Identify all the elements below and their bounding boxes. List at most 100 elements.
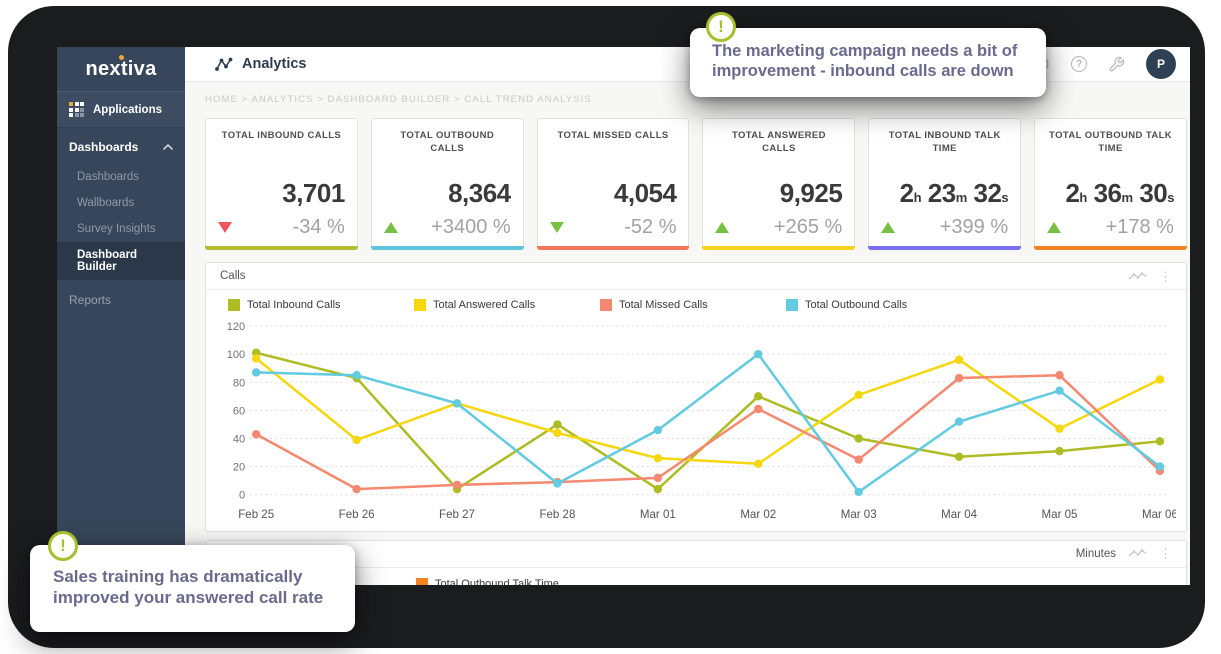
kpi-card: TOTAL OUTBOUND CALLS 8,364 +3400 %	[370, 118, 524, 250]
sidebar-item-reports[interactable]: Reports	[69, 293, 112, 307]
svg-text:Feb 26: Feb 26	[339, 509, 375, 521]
dashboard-content: HOME > ANALYTICS > DASHBOARD BUILDER > C…	[185, 82, 1190, 585]
sidebar-item-survey-insights[interactable]: Survey Insights	[57, 216, 185, 242]
sidebar-item-applications[interactable]: Applications	[57, 91, 185, 128]
exclamation-icon: !	[706, 12, 736, 42]
applications-label: Applications	[93, 103, 163, 116]
minutes-legend: Total Outbound Talk Time	[206, 568, 1186, 585]
kpi-accent-bar	[702, 246, 856, 250]
legend-label: Total Missed Calls	[619, 299, 708, 311]
svg-text:80: 80	[233, 377, 245, 389]
panel-menu-icon[interactable]: ⋮	[1159, 268, 1172, 284]
applications-grid-icon	[69, 102, 84, 117]
kpi-delta: +265 %	[773, 216, 843, 238]
svg-text:Mar 06: Mar 06	[1142, 509, 1176, 521]
callout-sales-training: ! Sales training has dramatically improv…	[30, 531, 355, 633]
user-avatar[interactable]: P	[1146, 49, 1176, 79]
page-title-text: Analytics	[242, 56, 307, 72]
main-area: Analytics ?	[185, 47, 1190, 585]
legend-item[interactable]: Total Inbound Calls	[228, 299, 414, 311]
kpi-title: TOTAL MISSED CALLS	[557, 130, 669, 141]
svg-text:Mar 05: Mar 05	[1042, 509, 1078, 521]
kpi-delta: -52 %	[624, 216, 677, 238]
trend-arrow-icon	[1047, 222, 1062, 233]
kpi-accent-bar	[205, 246, 358, 250]
legend-swatch-icon	[600, 299, 612, 311]
sidebar-item-dashboards[interactable]: Dashboards	[57, 164, 185, 190]
legend-item[interactable]: Total Outbound Talk Time	[416, 577, 559, 585]
calls-panel: Calls ⋮ Total Inbound Calls Total Answer…	[205, 262, 1187, 532]
legend-swatch-icon	[416, 577, 428, 585]
kpi-title: TOTAL INBOUND TALK TIME	[888, 130, 1001, 154]
sidebar-item-dashboard-builder[interactable]: Dashboard Builder	[57, 242, 185, 280]
callout-top-text: The marketing campaign needs a bit of im…	[712, 42, 1018, 81]
legend-label: Total Inbound Calls	[247, 299, 341, 311]
kpi-card: TOTAL MISSED CALLS 4,054 -52 %	[536, 118, 690, 250]
minutes-panel-title: Minutes	[1075, 547, 1116, 560]
app-window: nextiva Applications Dashboards Dashboar…	[57, 47, 1190, 585]
legend-item[interactable]: Total Outbound Calls	[786, 299, 972, 311]
legend-label: Total Answered Calls	[433, 299, 536, 311]
kpi-card: TOTAL INBOUND CALLS 3,701 -34 %	[205, 118, 358, 250]
wrench-icon[interactable]	[1108, 56, 1125, 73]
svg-text:0: 0	[239, 490, 245, 502]
breadcrumb[interactable]: HOME > ANALYTICS > DASHBOARD BUILDER > C…	[205, 94, 592, 105]
help-icon[interactable]: ?	[1071, 56, 1087, 72]
nextiva-logo-text: nextiva	[85, 57, 157, 80]
legend-swatch-icon	[414, 299, 426, 311]
kpi-card: TOTAL ANSWERED CALLS 9,925 +265 %	[702, 118, 856, 250]
kpi-value: 8,364	[448, 178, 511, 208]
sidebar-subitem-label: Dashboards	[77, 171, 140, 183]
svg-text:120: 120	[227, 321, 245, 333]
kpi-value: 3,701	[282, 178, 345, 208]
legend-swatch-icon	[228, 299, 240, 311]
svg-text:Mar 03: Mar 03	[841, 509, 877, 521]
legend-label: Total Outbound Talk Time	[435, 577, 559, 585]
trend-arrow-icon	[715, 222, 730, 233]
sidebar-item-wallboards[interactable]: Wallboards	[57, 190, 185, 216]
sparkline-icon[interactable]	[1128, 271, 1147, 282]
trend-arrow-icon	[383, 222, 398, 233]
callout-bottom-text: Sales training has dramatically improved…	[53, 567, 324, 608]
callout-marketing-campaign: ! The marketing campaign needs a bit of …	[690, 12, 1046, 97]
calls-legend: Total Inbound Calls Total Answered Calls…	[206, 290, 1186, 314]
kpi-delta: +178 %	[1105, 216, 1174, 238]
calls-line-chart: 0 20 40 60 80 100 120 Feb 25 Feb 26 Feb 27 Feb 28 M…	[206, 314, 1186, 531]
trend-arrow-icon	[881, 222, 896, 233]
legend-item[interactable]: Total Answered Calls	[414, 299, 600, 311]
svg-text:Feb 28: Feb 28	[539, 509, 575, 521]
panel-menu-icon[interactable]: ⋮	[1159, 546, 1172, 562]
nextiva-logo: nextiva	[57, 47, 185, 91]
svg-text:Mar 04: Mar 04	[941, 509, 977, 521]
svg-text:Feb 25: Feb 25	[238, 509, 274, 521]
trend-arrow-icon	[549, 222, 564, 233]
minutes-panel: Minutes ⋮ Total Outbound Talk Time	[205, 539, 1187, 585]
kpi-card: TOTAL OUTBOUND TALK TIME 2h 36m 30s +178…	[1034, 118, 1187, 250]
sidebar-subitem-label: Survey Insights	[77, 223, 156, 235]
dashboards-group-label: Dashboards	[69, 140, 139, 154]
kpi-accent-bar	[868, 246, 1022, 250]
kpi-accent-bar	[1034, 246, 1187, 250]
kpi-title: TOTAL OUTBOUND CALLS	[400, 130, 495, 154]
calls-panel-title: Calls	[220, 270, 246, 282]
legend-item[interactable]: Total Missed Calls	[600, 299, 786, 311]
kpi-card: TOTAL INBOUND TALK TIME 2h 23m 32s +399 …	[868, 118, 1022, 250]
sidebar: nextiva Applications Dashboards Dashboar…	[57, 47, 185, 585]
chevron-up-icon	[163, 144, 173, 150]
calls-panel-header: Calls ⋮	[206, 263, 1186, 290]
svg-text:100: 100	[227, 349, 245, 361]
svg-text:40: 40	[233, 434, 245, 446]
kpi-value: 2h 23m 32s	[899, 178, 1009, 208]
kpi-accent-bar	[370, 246, 524, 250]
kpi-card-row: TOTAL INBOUND CALLS 3,701 -34 % TOTAL OU…	[205, 118, 1187, 250]
sparkline-icon[interactable]	[1128, 548, 1147, 559]
kpi-title: TOTAL INBOUND CALLS	[221, 130, 342, 141]
sidebar-group-dashboards[interactable]: Dashboards	[57, 128, 185, 164]
sidebar-sub-items: Dashboards Wallboards Survey Insights Da…	[57, 164, 185, 280]
analytics-icon	[215, 57, 233, 71]
page-title: Analytics	[215, 56, 306, 72]
kpi-value: 2h 36m 30s	[1065, 178, 1174, 208]
kpi-value: 4,054	[613, 178, 677, 208]
legend-label: Total Outbound Calls	[805, 299, 908, 311]
kpi-delta: +3400 %	[431, 216, 511, 238]
